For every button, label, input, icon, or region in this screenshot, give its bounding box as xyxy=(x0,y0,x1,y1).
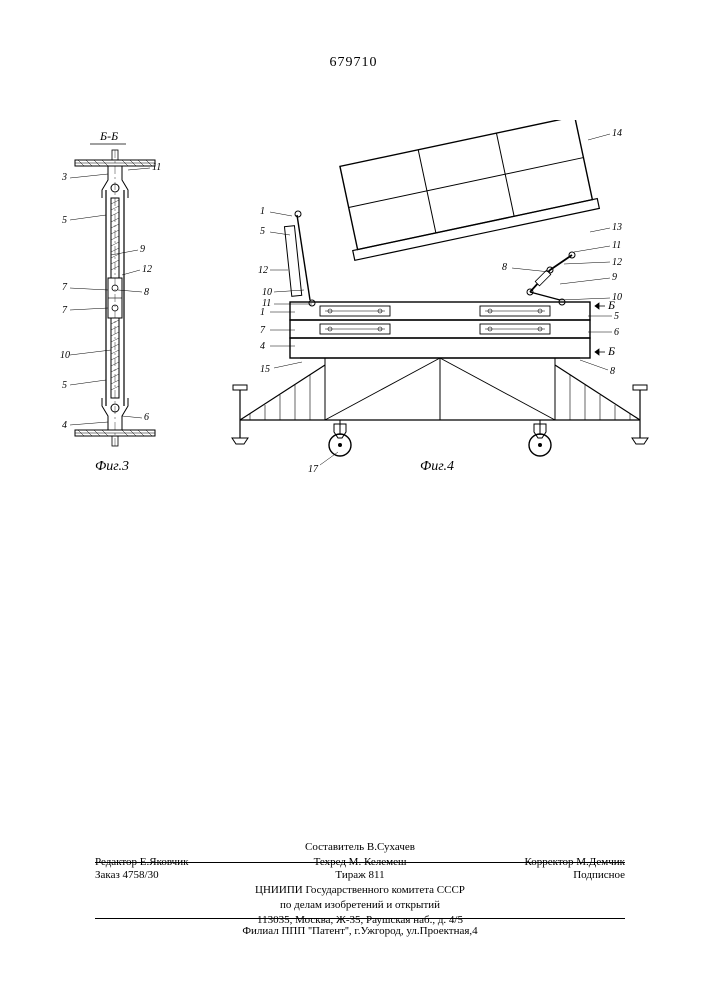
fig3-caption: Фиг.3 xyxy=(95,459,129,474)
svg-text:7: 7 xyxy=(260,325,266,336)
svg-text:17: 17 xyxy=(308,464,319,475)
svg-text:Б: Б xyxy=(607,344,615,358)
svg-text:7: 7 xyxy=(62,305,68,316)
svg-text:10: 10 xyxy=(262,287,272,298)
svg-text:9: 9 xyxy=(612,272,617,283)
svg-text:5: 5 xyxy=(614,311,619,322)
fig4-wheel-left xyxy=(329,420,351,456)
fig4-panel xyxy=(335,120,599,260)
svg-text:1: 1 xyxy=(260,307,265,318)
svg-text:6: 6 xyxy=(614,327,619,338)
branch: Филиал ППП ''Патент'', г.Ужгород, ул.Про… xyxy=(95,924,625,939)
svg-text:15: 15 xyxy=(260,364,270,375)
fig4-right-linkage xyxy=(527,252,575,305)
patent-number: 679710 xyxy=(0,55,707,71)
svg-text:8: 8 xyxy=(144,287,149,298)
footer-branch: Филиал ППП ''Патент'', г.Ужгород, ул.Про… xyxy=(95,924,625,939)
tirage: Тираж 811 xyxy=(272,868,449,883)
subscription: Подписное xyxy=(448,868,625,883)
svg-text:11: 11 xyxy=(612,240,621,251)
fig4-outrigger-right xyxy=(555,365,648,444)
svg-text:7: 7 xyxy=(62,282,68,293)
fig4-outrigger-left xyxy=(232,365,325,444)
svg-text:3: 3 xyxy=(61,172,67,183)
compiler: Составитель В.Сухачев xyxy=(95,840,625,855)
svg-text:10: 10 xyxy=(612,292,622,303)
svg-text:14: 14 xyxy=(612,128,622,139)
org2: по делам изобретений и открытий xyxy=(95,898,625,913)
svg-text:12: 12 xyxy=(258,265,268,276)
patent-page: 679710 Б-Б xyxy=(0,0,707,1000)
section-label: Б-Б xyxy=(99,129,118,143)
svg-text:12: 12 xyxy=(612,257,622,268)
svg-text:13: 13 xyxy=(612,222,622,233)
svg-text:1: 1 xyxy=(260,206,265,217)
fig4-base xyxy=(232,358,648,456)
svg-text:11: 11 xyxy=(152,162,161,173)
figures-svg: Б-Б xyxy=(40,120,660,550)
svg-text:4: 4 xyxy=(62,420,67,431)
svg-text:12: 12 xyxy=(142,264,152,275)
order: Заказ 4758/30 xyxy=(95,868,272,883)
svg-text:8: 8 xyxy=(502,262,507,273)
footer-credits: Составитель В.Сухачев Редактор Е.Яковчик… xyxy=(95,840,625,870)
fig4: Б Б xyxy=(232,120,648,475)
fig4-left-strut xyxy=(284,211,315,306)
svg-text:5: 5 xyxy=(62,215,67,226)
svg-text:8: 8 xyxy=(610,366,615,377)
svg-text:5: 5 xyxy=(260,226,265,237)
svg-text:4: 4 xyxy=(260,341,265,352)
drawings: Б-Б xyxy=(40,120,660,550)
fig4-deck: Б Б xyxy=(290,298,615,358)
fig4-wheel-right xyxy=(529,420,551,456)
svg-text:5: 5 xyxy=(62,380,67,391)
org1: ЦНИИПИ Государственного комитета СССР xyxy=(95,883,625,898)
fig3: Б-Б xyxy=(60,129,161,474)
svg-text:10: 10 xyxy=(60,350,70,361)
svg-text:9: 9 xyxy=(140,244,145,255)
svg-text:6: 6 xyxy=(144,412,149,423)
footer-rule-2 xyxy=(95,918,625,919)
footer-rule-1 xyxy=(95,862,625,863)
fig4-caption: Фиг.4 xyxy=(420,459,454,474)
